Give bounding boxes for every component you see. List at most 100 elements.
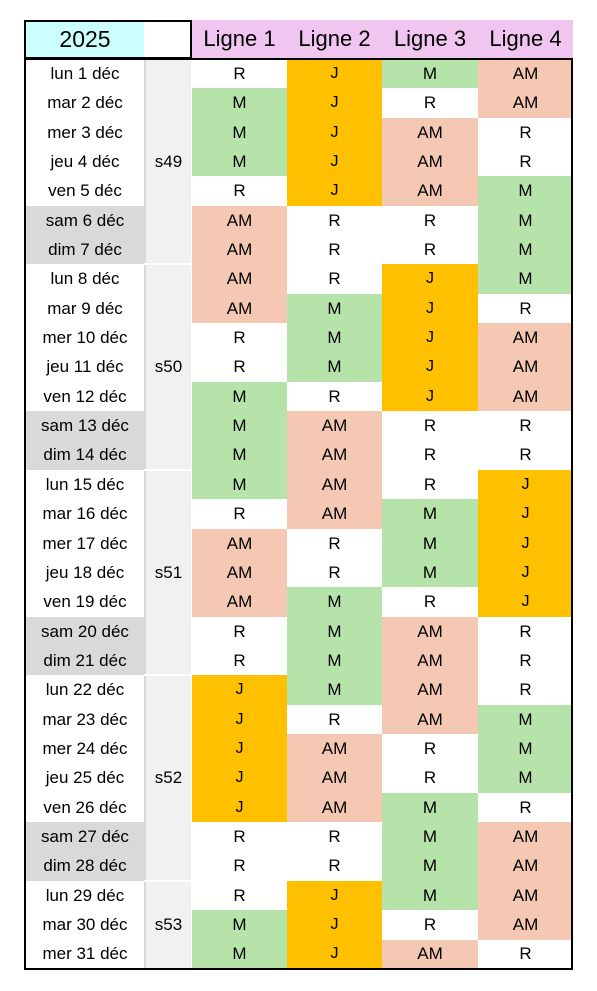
day-label[interactable]: jeu 4 déc — [26, 147, 144, 177]
shift-cell[interactable]: R — [478, 646, 573, 676]
shift-cell[interactable]: M — [382, 792, 478, 823]
day-label[interactable]: sam 27 déc — [26, 822, 144, 852]
shift-cell[interactable]: AM — [192, 528, 287, 559]
shift-cell[interactable]: M — [478, 763, 573, 794]
shift-cell[interactable]: J — [192, 763, 287, 794]
shift-cell[interactable]: AM — [478, 381, 573, 412]
day-label[interactable]: sam 13 déc — [26, 411, 144, 442]
day-label[interactable]: lun 15 déc — [26, 469, 144, 500]
shift-cell[interactable]: R — [192, 851, 287, 882]
day-label[interactable]: dim 28 déc — [26, 851, 144, 882]
day-label[interactable]: ven 19 déc — [26, 587, 144, 618]
shift-cell[interactable]: AM — [287, 792, 382, 823]
week-column-header[interactable] — [144, 20, 192, 59]
shift-cell[interactable]: AM — [382, 117, 478, 148]
day-label[interactable]: mer 3 déc — [26, 117, 144, 148]
shift-cell[interactable]: R — [478, 293, 573, 324]
day-label[interactable]: sam 6 déc — [26, 205, 144, 236]
day-label[interactable]: mer 31 déc — [26, 939, 144, 970]
shift-cell[interactable]: M — [192, 910, 287, 940]
shift-cell[interactable]: R — [287, 557, 382, 588]
year-header[interactable]: 2025 — [24, 20, 146, 59]
shift-cell[interactable]: M — [192, 381, 287, 412]
shift-cell[interactable]: AM — [192, 205, 287, 236]
day-label[interactable]: mer 10 déc — [26, 323, 144, 353]
shift-cell[interactable]: AM — [382, 704, 478, 735]
shift-cell[interactable]: M — [382, 851, 478, 882]
shift-cell[interactable]: AM — [478, 910, 573, 940]
shift-cell[interactable]: J — [382, 264, 478, 295]
week-label[interactable]: s51 — [144, 470, 191, 675]
shift-cell[interactable]: R — [192, 352, 287, 383]
shift-cell[interactable]: AM — [192, 235, 287, 265]
shift-cell[interactable]: R — [478, 939, 573, 970]
shift-cell[interactable]: R — [287, 822, 382, 852]
shift-cell[interactable]: R — [192, 880, 287, 911]
week-label[interactable]: s50 — [144, 265, 191, 469]
day-label[interactable]: dim 7 déc — [26, 235, 144, 265]
shift-cell[interactable]: R — [382, 763, 478, 794]
shift-cell[interactable]: M — [382, 499, 478, 530]
shift-cell[interactable]: J — [287, 59, 382, 89]
shift-cell[interactable]: AM — [382, 939, 478, 970]
shift-cell[interactable]: J — [478, 557, 573, 588]
shift-cell[interactable]: M — [287, 323, 382, 353]
shift-cell[interactable]: AM — [382, 675, 478, 706]
shift-cell[interactable]: R — [478, 411, 573, 442]
shift-cell[interactable]: AM — [192, 293, 287, 324]
line-header-2[interactable]: Ligne 2 — [287, 20, 382, 58]
week-label[interactable]: s52 — [144, 676, 191, 880]
day-label[interactable]: lun 8 déc — [26, 264, 144, 295]
week-label[interactable]: s49 — [144, 60, 191, 264]
shift-cell[interactable]: AM — [287, 411, 382, 442]
day-label[interactable]: mer 24 déc — [26, 734, 144, 764]
shift-cell[interactable]: AM — [287, 734, 382, 764]
day-label[interactable]: mer 17 déc — [26, 528, 144, 559]
shift-cell[interactable]: AM — [287, 440, 382, 471]
shift-cell[interactable]: AM — [382, 616, 478, 647]
shift-cell[interactable]: R — [192, 616, 287, 647]
week-label[interactable]: s53 — [144, 881, 191, 968]
shift-cell[interactable]: R — [382, 587, 478, 618]
shift-cell[interactable]: J — [287, 910, 382, 940]
day-label[interactable]: dim 21 déc — [26, 646, 144, 676]
shift-cell[interactable]: AM — [478, 59, 573, 89]
line-header-3[interactable]: Ligne 3 — [382, 20, 478, 58]
shift-cell[interactable]: R — [478, 440, 573, 471]
shift-cell[interactable]: M — [192, 88, 287, 119]
shift-cell[interactable]: M — [192, 117, 287, 148]
shift-cell[interactable]: M — [382, 822, 478, 852]
shift-cell[interactable]: M — [478, 704, 573, 735]
day-label[interactable]: sam 20 déc — [26, 616, 144, 647]
day-label[interactable]: ven 12 déc — [26, 381, 144, 412]
shift-cell[interactable]: J — [192, 734, 287, 764]
shift-cell[interactable]: M — [382, 557, 478, 588]
day-label[interactable]: lun 22 déc — [26, 675, 144, 706]
shift-cell[interactable]: M — [192, 440, 287, 471]
shift-cell[interactable]: J — [192, 675, 287, 706]
shift-cell[interactable]: M — [382, 528, 478, 559]
shift-cell[interactable]: R — [478, 675, 573, 706]
shift-cell[interactable]: AM — [192, 587, 287, 618]
shift-cell[interactable]: R — [382, 469, 478, 500]
shift-cell[interactable]: J — [287, 939, 382, 970]
shift-cell[interactable]: J — [478, 587, 573, 618]
shift-cell[interactable]: M — [192, 939, 287, 970]
shift-cell[interactable]: R — [192, 646, 287, 676]
shift-cell[interactable]: R — [287, 264, 382, 295]
day-label[interactable]: mar 23 déc — [26, 704, 144, 735]
shift-cell[interactable]: R — [382, 205, 478, 236]
day-label[interactable]: mar 9 déc — [26, 293, 144, 324]
shift-cell[interactable]: R — [287, 528, 382, 559]
shift-cell[interactable]: J — [287, 176, 382, 207]
shift-cell[interactable]: J — [478, 469, 573, 500]
shift-cell[interactable]: AM — [478, 880, 573, 911]
shift-cell[interactable]: AM — [287, 499, 382, 530]
shift-cell[interactable]: R — [287, 205, 382, 236]
shift-cell[interactable]: M — [382, 880, 478, 911]
shift-cell[interactable]: R — [382, 440, 478, 471]
shift-cell[interactable]: AM — [287, 469, 382, 500]
shift-cell[interactable]: R — [382, 88, 478, 119]
shift-cell[interactable]: M — [192, 469, 287, 500]
shift-cell[interactable]: R — [192, 59, 287, 89]
